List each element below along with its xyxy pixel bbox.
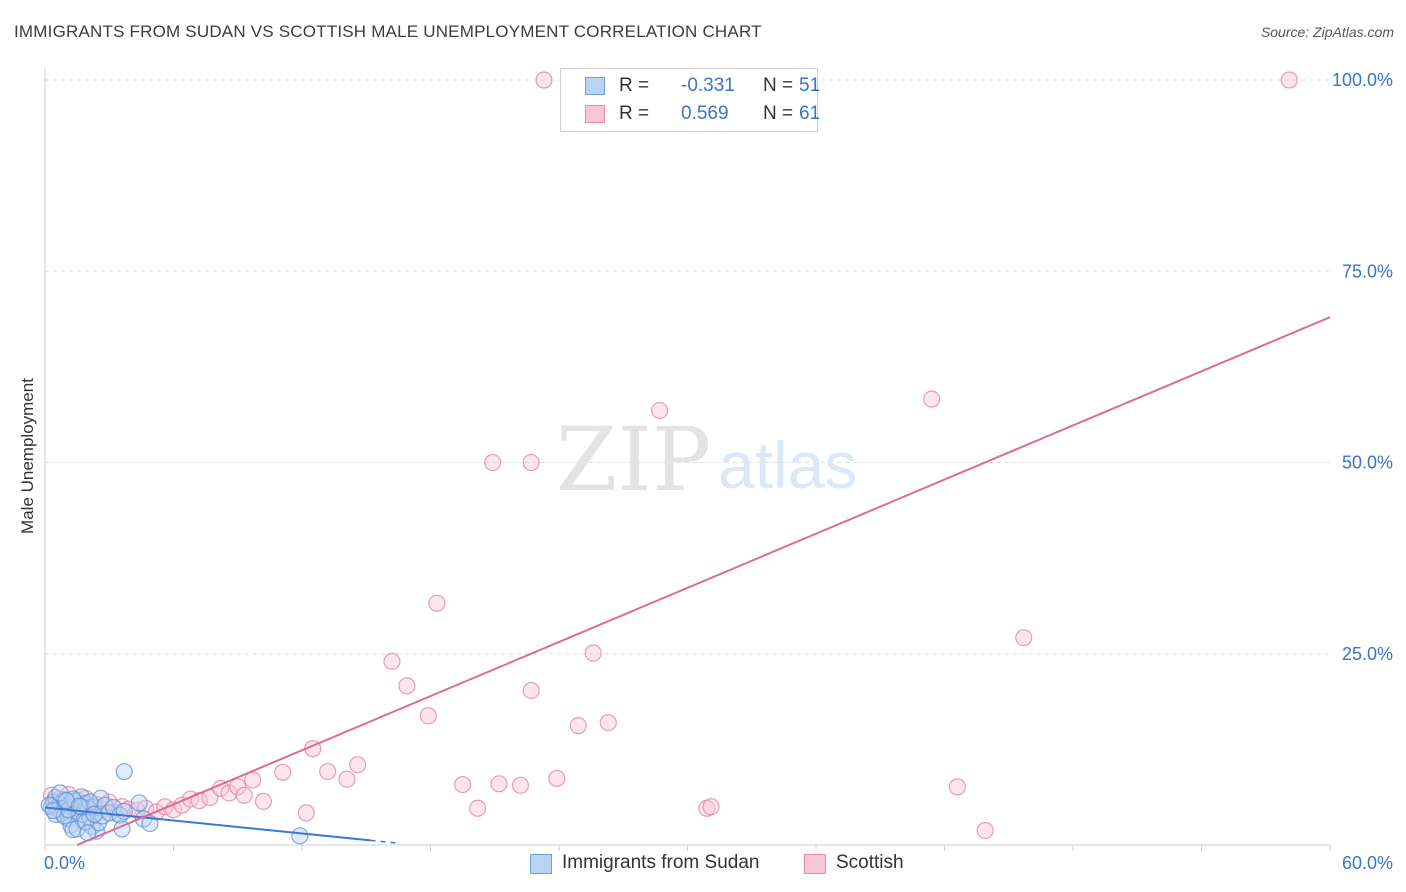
trendlines — [44, 316, 1331, 846]
r-label: R = — [619, 103, 650, 124]
data-point-scottish — [490, 775, 508, 793]
data-point-scottish — [428, 594, 446, 612]
data-point-scottish — [1280, 71, 1298, 89]
r-label: R = — [619, 75, 650, 96]
data-point-scottish — [599, 713, 617, 732]
n-label: N = — [763, 103, 794, 124]
tick-labels: 25.0% 50.0% 75.0% 100.0% 0.0% 60.0% — [44, 70, 1393, 873]
data-point-scottish — [319, 762, 337, 781]
gridlines — [45, 79, 1330, 655]
trendline-scottish — [76, 316, 1331, 846]
data-point-scottish — [702, 798, 720, 816]
x-tick-label-max: 60.0% — [1342, 853, 1393, 873]
data-point-scottish — [584, 644, 602, 662]
data-point-scottish — [349, 756, 367, 774]
y-tick-label: 75.0% — [1342, 261, 1393, 281]
x-tick-label-min: 0.0% — [44, 853, 85, 873]
n-value: 61 — [799, 103, 821, 124]
data-point-sudan — [57, 792, 76, 810]
chart-title: IMMIGRANTS FROM SUDAN VS SCOTTISH MALE U… — [14, 22, 762, 41]
data-point-scottish — [569, 717, 587, 735]
data-point-scottish — [548, 769, 566, 788]
watermark-zip: ZIP — [556, 408, 711, 511]
trendline-sudan-extension — [370, 839, 399, 844]
data-point-sudan — [44, 801, 63, 820]
watermark-atlas: atlas — [718, 428, 857, 502]
data-point-scottish — [254, 792, 273, 810]
data-point-scottish — [235, 786, 253, 804]
r-value: -0.331 — [681, 75, 735, 96]
r-value: 0.569 — [681, 103, 729, 124]
data-point-scottish — [511, 776, 530, 794]
data-point-scottish — [274, 763, 292, 781]
data-point-scottish — [297, 804, 315, 822]
data-point-scottish — [1015, 629, 1033, 647]
series-legend: Immigrants from Sudan Scottish — [0, 852, 1406, 876]
axes — [44, 68, 1331, 851]
series-sudan-points — [40, 762, 309, 845]
source-credit: Source: ZipAtlas.com — [1260, 24, 1394, 40]
data-point-scottish — [419, 707, 437, 725]
data-point-sudan — [291, 827, 309, 845]
data-point-scottish — [398, 677, 416, 695]
data-point-sudan — [115, 762, 133, 781]
data-point-scottish — [948, 778, 966, 796]
y-tick-label: 25.0% — [1342, 644, 1393, 664]
data-point-sudan — [68, 820, 86, 838]
data-point-scottish — [383, 652, 401, 671]
n-value: 51 — [799, 75, 821, 96]
correlation-legend: R = -0.331 N = 51 R = 0.569 N = 61 — [560, 68, 821, 132]
legend-swatch-scottish — [585, 105, 605, 123]
data-point-scottish — [535, 71, 553, 89]
n-label: N = — [763, 75, 794, 96]
y-tick-label: 100.0% — [1332, 70, 1393, 90]
data-point-scottish — [522, 681, 540, 700]
data-point-scottish — [338, 770, 356, 788]
data-point-scottish — [469, 799, 487, 817]
legend-swatch-scottish — [804, 854, 826, 874]
data-point-scottish — [454, 775, 472, 794]
y-tick-label: 50.0% — [1342, 453, 1393, 473]
data-point-sudan — [141, 814, 159, 833]
data-point-scottish — [923, 390, 941, 408]
legend-label-scottish: Scottish — [836, 852, 904, 873]
data-point-scottish — [976, 821, 994, 840]
data-point-scottish — [651, 401, 669, 420]
data-point-scottish — [522, 453, 540, 472]
data-point-scottish — [220, 784, 238, 802]
legend-swatch-sudan — [585, 77, 605, 95]
data-point-sudan — [85, 805, 103, 824]
legend-swatch-sudan — [530, 854, 552, 874]
data-point-sudan — [130, 794, 148, 812]
trendline-sudan — [44, 806, 371, 842]
legend-label-sudan: Immigrants from Sudan — [562, 852, 760, 873]
watermark: ZIP atlas — [556, 408, 857, 511]
data-point-scottish — [484, 453, 502, 472]
